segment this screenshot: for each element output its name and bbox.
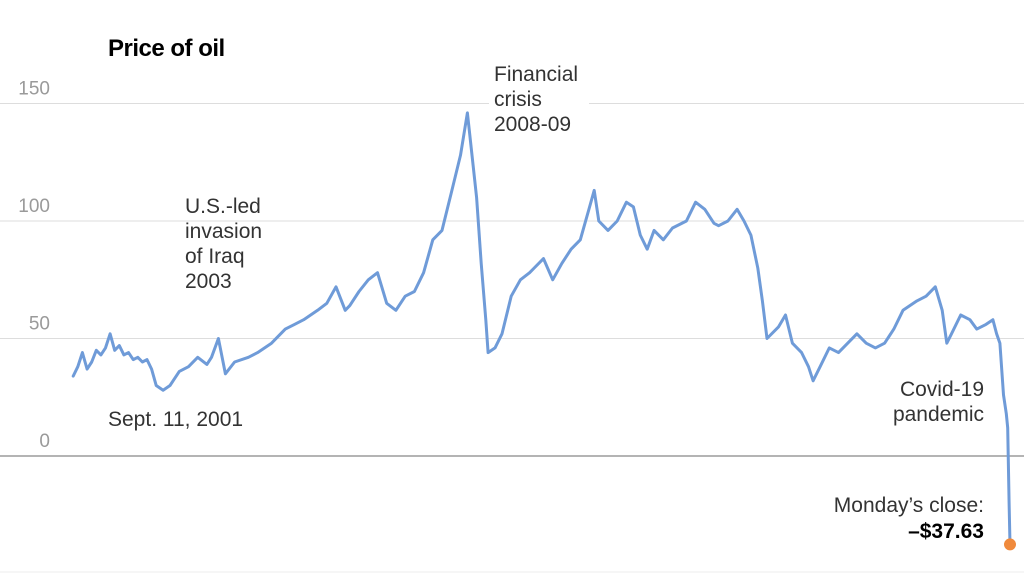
annotation-iraq-line-3: of Iraq [185, 245, 245, 268]
annotation-covid-line-1: Covid-19 [900, 378, 984, 401]
gridlines [0, 103, 1024, 573]
annotation-sept11: Sept. 11, 2001 [108, 408, 243, 431]
y-tick-label: 0 [39, 431, 50, 452]
annotation-covid: Covid-19 pandemic [893, 378, 984, 426]
close-marker [1004, 538, 1016, 551]
chart-title: Price of oil [108, 35, 225, 62]
y-axis-tick-labels: 0 50 100 150 [18, 79, 50, 453]
annotation-crisis-line-3: 2008-09 [494, 113, 571, 136]
annotation-financial-crisis: Financial crisis 2008-09 [489, 58, 589, 138]
y-tick-label: 150 [18, 79, 50, 100]
annotation-covid-line-2: pandemic [893, 403, 984, 426]
annotation-iraq: U.S.-led invasion of Iraq 2003 [185, 195, 262, 293]
annotation-iraq-line-4: 2003 [185, 270, 232, 293]
annotation-iraq-line-2: invasion [185, 220, 262, 243]
annotation-crisis-line-1: Financial [494, 63, 578, 86]
y-tick-label: 100 [18, 196, 50, 217]
annotation-close: Monday’s close: –$37.63 [834, 494, 984, 543]
close-value: –$37.63 [908, 520, 984, 543]
annotation-iraq-line-1: U.S.-led [185, 195, 261, 218]
price-line [71, 111, 1012, 546]
close-label: Monday’s close: [834, 494, 984, 517]
y-tick-label: 50 [29, 314, 50, 335]
annotation-crisis-line-2: crisis [494, 88, 542, 111]
